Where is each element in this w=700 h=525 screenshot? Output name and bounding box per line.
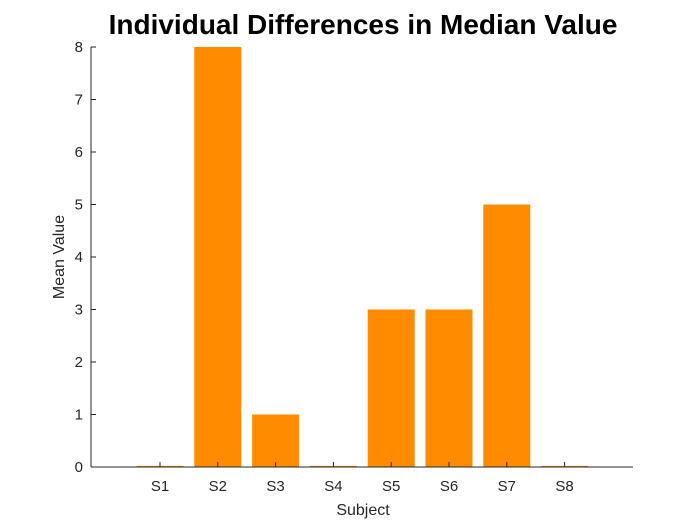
x-tick-label: S2	[209, 478, 227, 495]
x-ticks-group: S1 S2 S3 S4 S5 S6 S7 S8	[151, 462, 574, 495]
bar-s5	[367, 309, 415, 467]
x-tick-label: S8	[555, 478, 573, 495]
y-tick-label: 8	[75, 39, 83, 56]
y-tick-label: 5	[75, 197, 83, 214]
x-tick-label: S1	[151, 478, 169, 495]
x-tick-label: S6	[440, 478, 458, 495]
x-tick-label: S5	[382, 478, 400, 495]
y-tick-label: 4	[75, 249, 83, 266]
x-axis-label: Subject	[336, 502, 390, 519]
y-tick-label: 0	[75, 459, 83, 476]
x-tick-label: S3	[266, 478, 284, 495]
bar-s2	[194, 47, 242, 467]
bar-s3	[252, 414, 300, 467]
x-tick-label: S7	[498, 478, 516, 495]
y-ticks-group: 0 1 2 3 4 5 6 7 8	[75, 39, 96, 476]
y-tick-label: 7	[75, 92, 83, 109]
bar-s7	[483, 204, 531, 467]
bars-group	[136, 47, 589, 468]
y-tick-label: 1	[75, 407, 83, 424]
y-axis-label: Mean Value	[51, 215, 68, 299]
y-tick-label: 6	[75, 144, 83, 161]
y-tick-label: 2	[75, 354, 83, 371]
y-tick-label: 3	[75, 302, 83, 319]
x-tick-label: S4	[324, 478, 342, 495]
bar-s6	[425, 309, 473, 467]
chart-title: Individual Differences in Median Value	[109, 9, 618, 40]
